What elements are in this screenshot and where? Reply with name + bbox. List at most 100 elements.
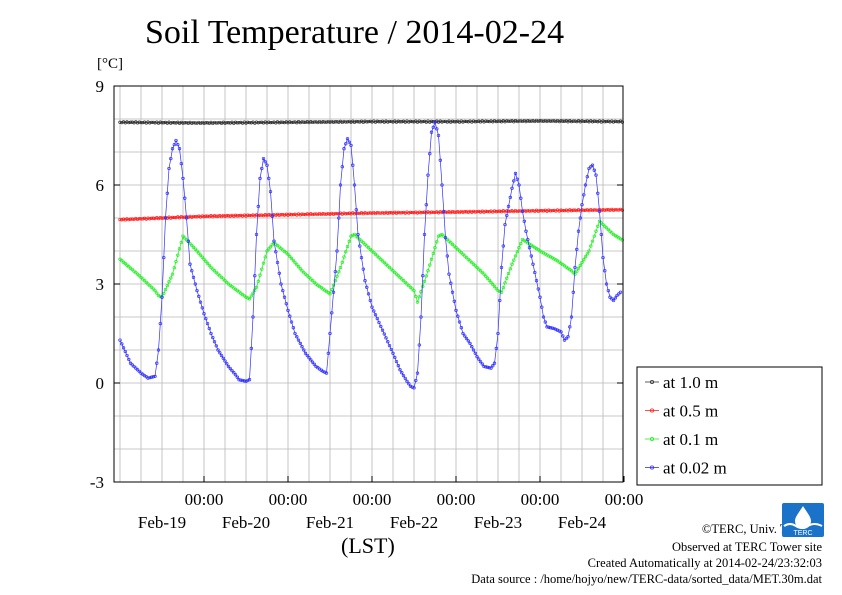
data-point (562, 338, 567, 342)
data-point (337, 270, 341, 274)
data-point (508, 209, 512, 213)
data-point (174, 216, 178, 220)
data-point (328, 331, 332, 336)
data-point (254, 285, 259, 289)
data-point (375, 316, 379, 321)
data-point (123, 349, 127, 354)
data-point (149, 120, 154, 125)
data-point (505, 209, 509, 213)
data-point (519, 119, 523, 123)
data-point (151, 120, 155, 125)
data-point (440, 120, 444, 124)
data-point (557, 209, 561, 213)
data-point (431, 251, 435, 256)
data-point (214, 214, 218, 218)
data-point (373, 252, 378, 256)
data-point (450, 210, 455, 214)
data-point (204, 121, 208, 125)
data-point (468, 341, 472, 346)
data-point (365, 285, 369, 289)
data-point (342, 147, 346, 151)
data-point (578, 216, 582, 220)
data-point (226, 121, 231, 125)
data-point (405, 282, 409, 286)
data-point (128, 361, 133, 365)
data-point (568, 208, 572, 212)
data-point (216, 272, 220, 276)
data-point (200, 255, 204, 259)
data-point (534, 279, 539, 283)
data-point (571, 290, 575, 294)
data-point (561, 119, 565, 123)
data-point (389, 347, 393, 352)
data-point (359, 255, 364, 260)
data-point (202, 312, 206, 316)
data-point (519, 241, 523, 246)
data-point (281, 120, 285, 124)
data-point (331, 283, 336, 287)
data-point (188, 262, 192, 266)
data-point (366, 119, 371, 124)
data-point (261, 156, 266, 161)
data-point (149, 285, 154, 289)
data-point (501, 285, 505, 290)
data-point (540, 305, 544, 309)
data-point (454, 120, 458, 124)
data-point (359, 239, 364, 243)
data-point (447, 239, 451, 243)
data-point (512, 258, 516, 262)
x-tick-date: Feb-24 (558, 513, 607, 532)
data-point (132, 364, 136, 369)
data-point (309, 212, 313, 216)
data-point (604, 208, 609, 212)
data-point (226, 214, 231, 218)
data-point (519, 196, 523, 200)
y-tick-label: 6 (96, 176, 105, 195)
data-point (480, 362, 484, 366)
data-point (559, 330, 563, 334)
data-point (135, 121, 140, 125)
series-0 (118, 118, 624, 126)
data-point (569, 209, 574, 213)
data-point (270, 243, 274, 247)
data-point (212, 269, 217, 273)
data-point (288, 314, 292, 318)
data-point (310, 212, 315, 217)
data-point (356, 232, 360, 237)
data-point (300, 345, 304, 349)
x-tick-time: 00:00 (605, 490, 644, 509)
data-point (127, 120, 131, 125)
data-point (529, 119, 533, 123)
data-point (298, 341, 302, 346)
data-point (190, 269, 194, 273)
data-point (603, 120, 607, 124)
y-tick-label: -3 (90, 473, 104, 492)
data-point (230, 368, 234, 373)
data-point (197, 294, 201, 299)
data-point (237, 121, 241, 125)
data-point (263, 160, 267, 164)
data-point (435, 127, 439, 131)
data-point (324, 371, 329, 375)
data-point (499, 265, 504, 270)
data-point (219, 275, 224, 280)
data-point (184, 120, 189, 125)
data-point (489, 119, 493, 123)
data-point (578, 263, 582, 268)
data-point (498, 298, 502, 303)
data-point (438, 233, 442, 237)
data-point (305, 353, 309, 358)
data-point (396, 119, 400, 123)
data-point (267, 213, 271, 217)
data-point (484, 209, 488, 213)
data-point (526, 208, 530, 213)
legend-entry: at 0.5 m (663, 402, 718, 421)
data-point (235, 121, 239, 125)
data-point (141, 217, 145, 221)
data-point (415, 300, 420, 304)
data-point (169, 121, 173, 125)
data-point (265, 163, 269, 167)
data-point (429, 210, 434, 214)
data-point (293, 120, 297, 124)
data-point (249, 294, 253, 298)
